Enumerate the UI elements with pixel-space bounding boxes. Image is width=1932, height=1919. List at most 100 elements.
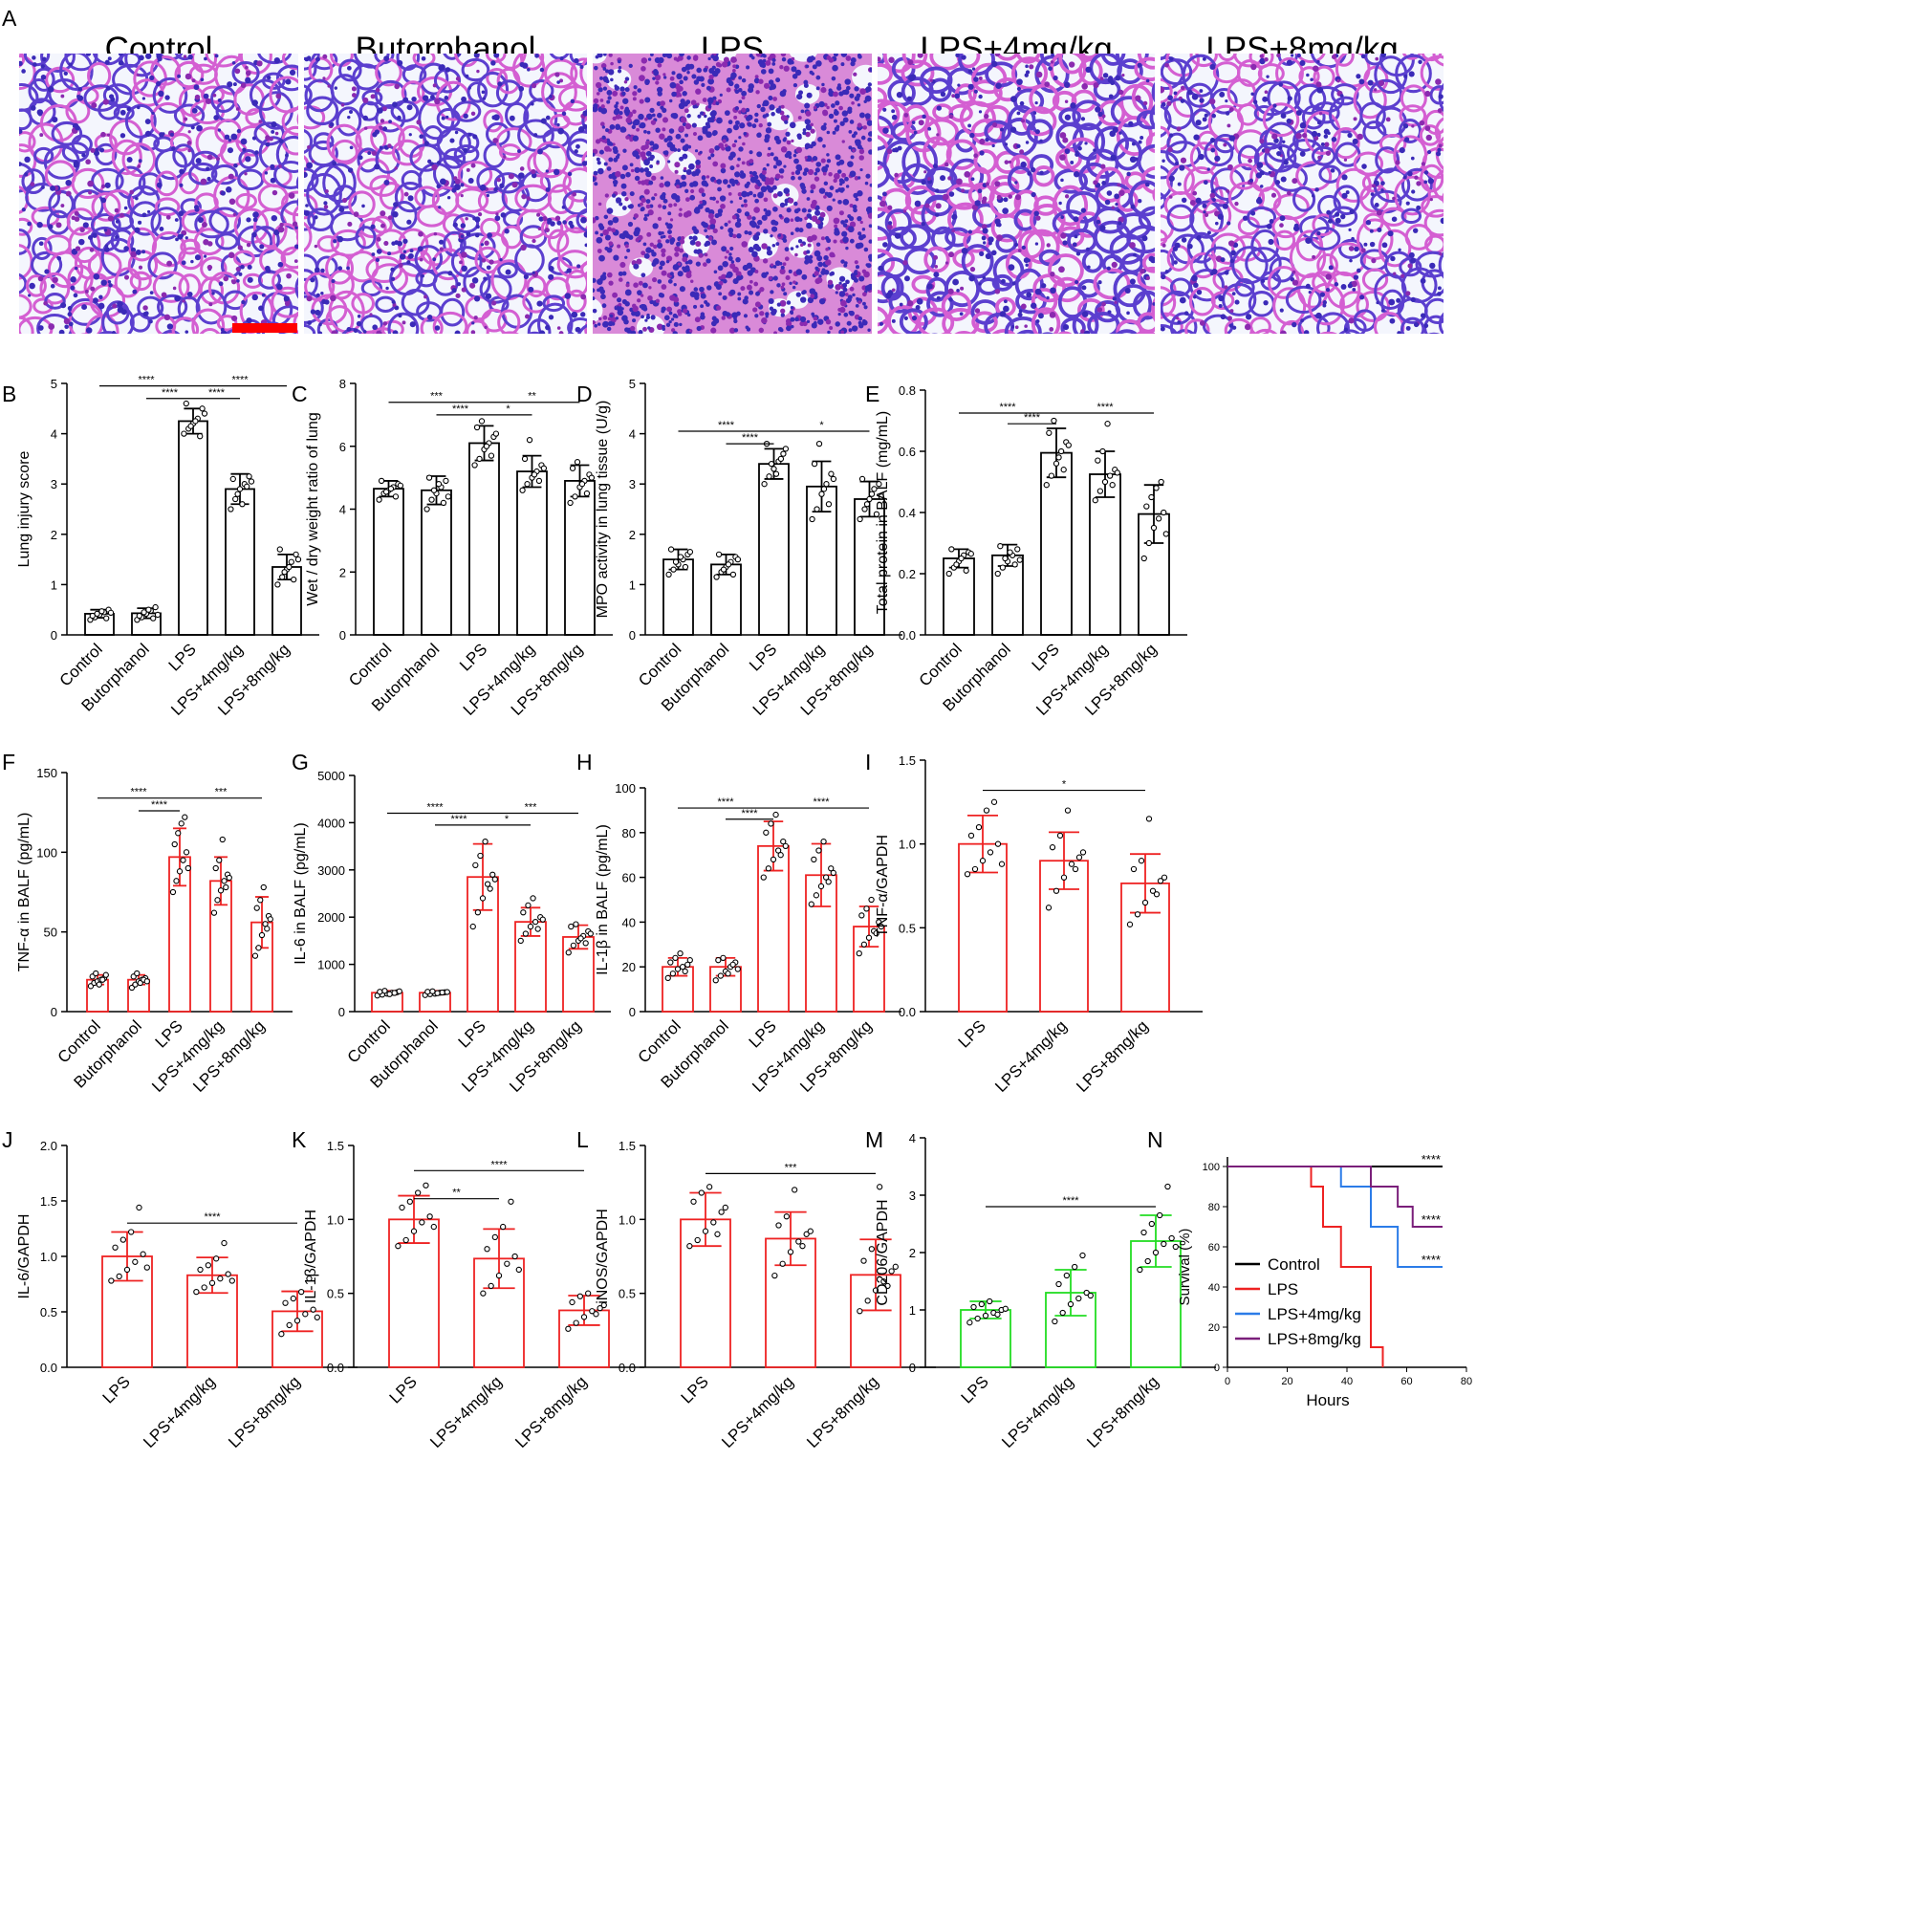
- data-point: [994, 570, 1001, 578]
- data-point: [278, 1331, 285, 1338]
- data-point: [136, 612, 142, 620]
- significance-label: ****: [231, 375, 249, 386]
- data-point: [428, 496, 435, 503]
- data-point: [892, 1263, 899, 1270]
- data-point: [720, 566, 727, 573]
- data-point: [107, 609, 115, 617]
- data-point: [132, 1258, 139, 1265]
- data-point: [264, 926, 271, 932]
- data-point: [588, 474, 596, 481]
- bar-control: [943, 557, 975, 636]
- data-point: [713, 574, 720, 580]
- data-point: [860, 1257, 867, 1264]
- data-point: [381, 988, 388, 994]
- data-point: [217, 887, 225, 894]
- data-point: [169, 888, 177, 896]
- data-point: [476, 455, 483, 463]
- data-point: [504, 1260, 510, 1267]
- data-point: [228, 506, 234, 512]
- data-point: [569, 465, 576, 471]
- bar-lps: [178, 420, 208, 636]
- y-tick-label: 80: [622, 826, 636, 840]
- data-point: [248, 478, 255, 485]
- data-point: [1152, 1249, 1160, 1256]
- y-tick-label: 1: [51, 578, 57, 592]
- data-point: [818, 491, 825, 497]
- data-point: [994, 1311, 1001, 1318]
- data-point: [1168, 1234, 1175, 1242]
- significance-label: ****: [741, 808, 758, 819]
- data-point: [997, 543, 1004, 550]
- data-point: [1138, 858, 1145, 864]
- data-point: [684, 961, 691, 969]
- y-tick-label: 2: [629, 528, 636, 542]
- data-point: [729, 961, 736, 969]
- y-tick-label: 8: [339, 377, 346, 391]
- data-point: [706, 1184, 713, 1190]
- data-point: [1075, 854, 1083, 861]
- data-point: [577, 935, 584, 942]
- data-point: [293, 1318, 301, 1324]
- data-point: [103, 615, 110, 621]
- data-point: [679, 964, 686, 970]
- data-point: [667, 959, 674, 966]
- x-tick-label: LPS+4mg/kg: [998, 1372, 1077, 1451]
- histology-image-control: [19, 54, 298, 334]
- y-tick-label: 100: [615, 781, 636, 796]
- data-point: [1087, 1292, 1094, 1299]
- data-point: [480, 1290, 487, 1297]
- data-point: [108, 1277, 115, 1284]
- y-axis-label: IL-6 in BALF (pg/mL): [293, 822, 309, 965]
- data-point: [987, 1298, 993, 1305]
- data-point: [1162, 531, 1169, 537]
- data-point: [1063, 1272, 1070, 1279]
- data-point: [182, 814, 188, 820]
- data-point: [820, 486, 828, 492]
- data-point: [430, 487, 438, 493]
- data-point: [865, 934, 873, 941]
- data-point: [565, 949, 572, 956]
- data-point: [483, 443, 490, 449]
- data-point: [783, 1213, 790, 1220]
- data-point: [580, 1314, 588, 1320]
- panel-letter: D: [576, 382, 593, 406]
- x-tick-label: LPS+8mg/kg: [511, 1372, 591, 1451]
- data-point: [298, 1288, 305, 1296]
- data-point: [815, 847, 822, 854]
- y-tick-label: 0: [629, 1005, 636, 1019]
- data-point: [491, 876, 498, 883]
- data-point: [419, 1219, 425, 1226]
- data-point: [978, 1300, 985, 1308]
- data-point: [378, 477, 385, 485]
- y-tick-label: 1.0: [619, 1212, 636, 1227]
- y-tick-label: 4: [629, 427, 636, 442]
- y-tick-label: 100: [36, 845, 57, 860]
- data-point: [1045, 905, 1053, 911]
- data-point: [136, 1204, 142, 1211]
- data-point: [534, 926, 541, 932]
- data-point: [423, 1182, 429, 1188]
- data-point: [1002, 555, 1009, 562]
- data-point: [244, 483, 250, 490]
- y-tick-label: 1.5: [899, 753, 916, 768]
- data-point: [578, 481, 586, 488]
- significance-label: *: [506, 403, 510, 415]
- data-point: [672, 954, 679, 961]
- data-point: [1065, 442, 1072, 448]
- data-point: [225, 1271, 231, 1277]
- data-point: [1164, 1183, 1171, 1190]
- data-point: [286, 563, 293, 571]
- data-point: [967, 832, 975, 840]
- data-point: [488, 1282, 494, 1290]
- data-point: [98, 608, 105, 615]
- data-point: [140, 1251, 146, 1257]
- data-point: [1051, 417, 1057, 425]
- data-point: [970, 1303, 977, 1311]
- data-point: [1153, 485, 1160, 491]
- data-point: [1055, 454, 1062, 461]
- data-point: [212, 864, 219, 872]
- data-point: [199, 405, 206, 412]
- data-point: [1141, 899, 1149, 906]
- data-point: [517, 937, 524, 945]
